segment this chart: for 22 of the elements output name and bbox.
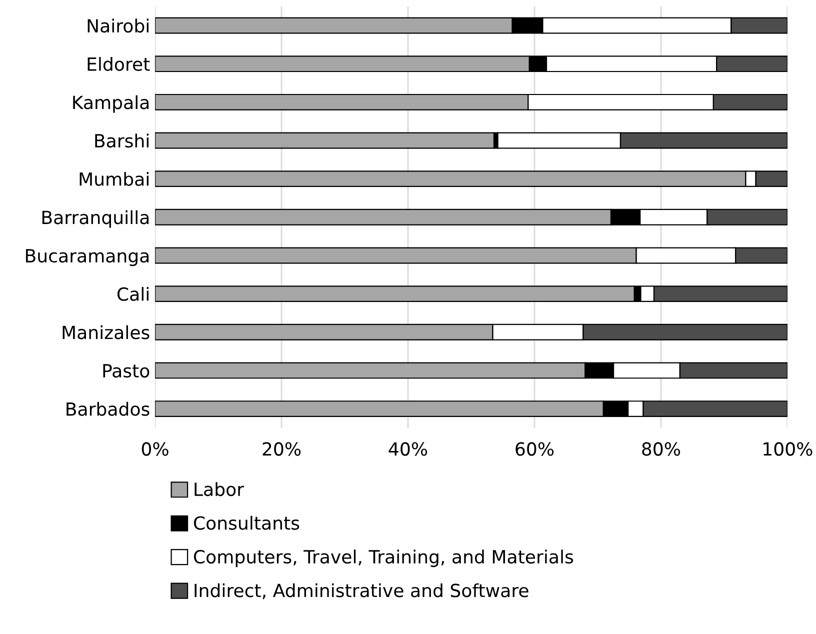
legend-label: Labor — [194, 482, 244, 496]
x-tick-label: 0% — [142, 442, 168, 456]
legend-label: Consultants — [194, 516, 300, 530]
x-tick-label: 60% — [516, 442, 554, 456]
x-tick-label: 20% — [262, 442, 301, 456]
y-tick-label: Pasto — [103, 364, 150, 378]
y-tick-label: Eldoret — [88, 56, 150, 71]
y-tick-label: Bucaramanga — [26, 249, 149, 266]
y-tick-label: Barshi — [95, 134, 148, 148]
y-tick-label: Cali — [117, 286, 148, 301]
y-tick-label: Barbados — [66, 402, 150, 416]
x-tick-label: 40% — [388, 442, 428, 456]
y-tick-label: Manizales — [62, 325, 150, 340]
x-tick-label: 100% — [764, 442, 812, 456]
y-tick-label: Mumbai — [80, 172, 148, 186]
y-tick-label: Barranquilla — [42, 210, 149, 228]
bar — [155, 132, 495, 149]
legend-label: Indirect, Administrative and Software — [194, 583, 528, 600]
y-tick-label: Nairobi — [88, 18, 148, 33]
x-tick-label: 80% — [642, 442, 680, 456]
y-tick-label: Kampala — [73, 95, 149, 113]
legend-label: Computers, Travel, Training, and Materials — [194, 550, 574, 568]
